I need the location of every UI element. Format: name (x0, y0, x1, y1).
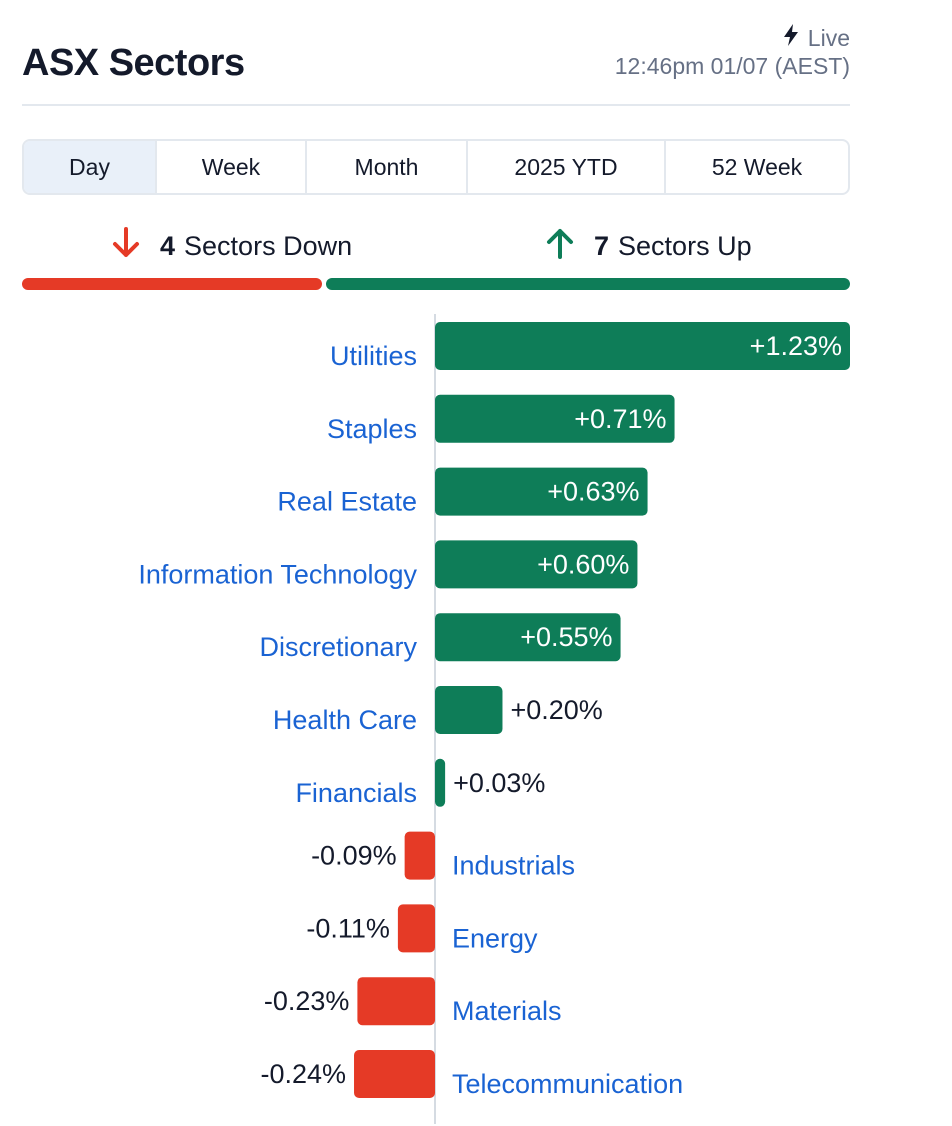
value-label-materials: -0.23% (264, 986, 350, 1016)
tab-2025-ytd[interactable]: 2025 YTD (468, 141, 666, 193)
bar-information-technology (435, 540, 638, 589)
period-tabs: Day Week Month 2025 YTD 52 Week (22, 139, 850, 195)
sectors-up-summary: 7 Sectors Up (544, 222, 752, 270)
sector-link-energy[interactable]: Energy (452, 923, 538, 953)
value-label-staples: +0.71% (574, 404, 666, 434)
value-label-financials: +0.03% (453, 768, 545, 798)
lightning-icon (782, 24, 800, 52)
sector-link-real-estate[interactable]: Real Estate (277, 487, 417, 517)
bar-financials (435, 758, 446, 807)
value-label-discretionary: +0.55% (520, 622, 612, 652)
up-ratio-bar (326, 278, 850, 290)
bar-energy (397, 904, 435, 953)
sectors-down-count: 4 (160, 230, 176, 261)
value-label-real-estate: +0.63% (547, 477, 639, 507)
sector-link-information-technology[interactable]: Information Technology (138, 559, 417, 589)
bar-materials (357, 977, 435, 1026)
live-label: Live (807, 24, 850, 51)
sectors-up-count: 7 (594, 230, 610, 261)
sector-link-discretionary[interactable]: Discretionary (259, 632, 417, 662)
sectors-up-label: Sectors Up (618, 230, 752, 261)
value-label-utilities: +1.23% (750, 331, 842, 361)
down-ratio-bar (22, 278, 322, 290)
sector-link-staples[interactable]: Staples (327, 414, 417, 444)
bar-industrials (404, 831, 435, 880)
bar-utilities (435, 322, 850, 370)
sector-link-industrials[interactable]: Industrials (452, 851, 575, 881)
tab-week[interactable]: Week (157, 141, 307, 193)
value-label-energy: -0.11% (306, 913, 390, 943)
value-label-telecommunication: -0.24% (260, 1059, 346, 1089)
header: ASX Sectors Live 12:46pm 01/07 (AEST) (22, 20, 850, 106)
bar-health-care (435, 686, 503, 734)
tab-day[interactable]: Day (24, 141, 157, 193)
value-label-information-technology: +0.60% (537, 549, 629, 579)
bar-telecommunication (354, 1050, 435, 1098)
timestamp: 12:46pm 01/07 (AEST) (614, 53, 850, 79)
tab-month[interactable]: Month (307, 141, 468, 193)
arrow-up-icon (544, 226, 594, 267)
bar-real-estate (435, 467, 648, 516)
sector-link-health-care[interactable]: Health Care (273, 705, 417, 735)
value-label-industrials: -0.09% (311, 841, 397, 871)
page-title: ASX Sectors (22, 42, 245, 84)
sector-link-telecommunication[interactable]: Telecommunication (452, 1069, 683, 1099)
value-label-health-care: +0.20% (510, 695, 602, 725)
bar-staples (435, 394, 675, 443)
sector-bar-chart: +1.23% Utilities +0.71% Staples +0.63% Real E… (138, 314, 850, 1124)
bar-discretionary (435, 613, 621, 662)
sectors-down-summary: 4 Sectors Down (110, 222, 352, 270)
sectors-down-label: Sectors Down (184, 230, 353, 261)
live-indicator: Live (782, 24, 850, 52)
sector-link-materials[interactable]: Materials (452, 996, 562, 1026)
sector-link-financials[interactable]: Financials (295, 778, 417, 808)
tab-52-week[interactable]: 52 Week (711, 153, 803, 180)
sector-link-utilities[interactable]: Utilities (330, 341, 417, 371)
arrow-down-icon (110, 226, 160, 267)
